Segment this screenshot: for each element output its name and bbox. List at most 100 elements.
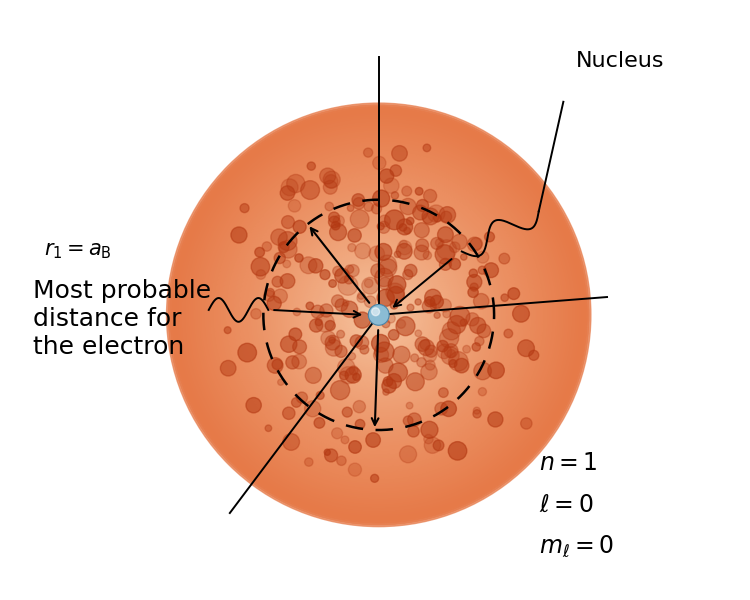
Circle shape	[373, 157, 386, 170]
Circle shape	[442, 322, 460, 340]
Circle shape	[241, 177, 517, 452]
Circle shape	[384, 178, 399, 193]
Circle shape	[378, 221, 390, 233]
Circle shape	[220, 361, 236, 376]
Circle shape	[398, 241, 412, 255]
Circle shape	[414, 223, 429, 238]
Circle shape	[424, 289, 441, 306]
Circle shape	[449, 359, 457, 367]
Circle shape	[366, 433, 380, 447]
Circle shape	[240, 203, 249, 212]
Circle shape	[375, 244, 392, 260]
Circle shape	[374, 342, 394, 361]
Circle shape	[380, 169, 394, 183]
Circle shape	[427, 205, 445, 222]
Circle shape	[396, 317, 415, 335]
Circle shape	[417, 358, 426, 367]
Circle shape	[350, 209, 369, 229]
Circle shape	[439, 388, 448, 397]
Circle shape	[360, 345, 369, 354]
Circle shape	[251, 188, 506, 442]
Circle shape	[447, 349, 455, 358]
Circle shape	[212, 149, 545, 481]
Circle shape	[437, 344, 452, 359]
Circle shape	[181, 117, 577, 512]
Circle shape	[347, 205, 354, 211]
Circle shape	[310, 246, 448, 383]
Circle shape	[202, 139, 556, 491]
Circle shape	[400, 446, 416, 463]
Circle shape	[229, 165, 529, 465]
Circle shape	[341, 301, 358, 317]
Circle shape	[232, 169, 526, 461]
Circle shape	[177, 113, 580, 516]
Circle shape	[422, 299, 436, 313]
Circle shape	[423, 251, 431, 260]
Circle shape	[286, 356, 299, 369]
Circle shape	[364, 202, 374, 211]
Circle shape	[246, 398, 261, 413]
Circle shape	[386, 283, 404, 302]
Circle shape	[348, 229, 361, 242]
Circle shape	[231, 227, 247, 243]
Circle shape	[176, 112, 582, 518]
Circle shape	[448, 352, 468, 371]
Circle shape	[315, 313, 334, 332]
Circle shape	[271, 229, 287, 245]
Circle shape	[364, 148, 373, 157]
Circle shape	[529, 350, 538, 361]
Circle shape	[323, 171, 340, 188]
Circle shape	[364, 301, 393, 329]
Circle shape	[390, 301, 398, 309]
Circle shape	[362, 277, 379, 294]
Circle shape	[449, 259, 460, 269]
Circle shape	[470, 238, 482, 250]
Circle shape	[274, 253, 285, 263]
Circle shape	[230, 167, 527, 463]
Circle shape	[361, 297, 397, 332]
Circle shape	[283, 407, 295, 419]
Circle shape	[246, 182, 512, 447]
Circle shape	[316, 391, 324, 400]
Circle shape	[460, 254, 467, 260]
Circle shape	[477, 251, 489, 263]
Circle shape	[421, 364, 437, 380]
Circle shape	[420, 340, 430, 350]
Circle shape	[423, 144, 430, 152]
Circle shape	[477, 324, 490, 338]
Circle shape	[278, 232, 297, 250]
Circle shape	[402, 186, 412, 196]
Circle shape	[304, 458, 313, 466]
Circle shape	[256, 193, 501, 437]
Circle shape	[356, 419, 364, 429]
Circle shape	[315, 319, 322, 326]
Circle shape	[375, 268, 393, 287]
Circle shape	[239, 175, 518, 454]
Circle shape	[363, 299, 394, 331]
Circle shape	[199, 135, 559, 495]
Circle shape	[301, 181, 320, 199]
Circle shape	[423, 349, 436, 362]
Circle shape	[337, 456, 346, 466]
Circle shape	[430, 295, 443, 308]
Circle shape	[290, 227, 467, 403]
Circle shape	[424, 296, 435, 307]
Circle shape	[439, 206, 455, 223]
Circle shape	[404, 227, 410, 234]
Circle shape	[385, 210, 404, 230]
Circle shape	[306, 302, 314, 310]
Circle shape	[308, 244, 449, 385]
Circle shape	[255, 247, 265, 257]
Circle shape	[368, 304, 389, 325]
Circle shape	[421, 421, 438, 438]
Text: $\ell = 0$: $\ell = 0$	[538, 493, 593, 517]
Circle shape	[296, 392, 307, 403]
Circle shape	[260, 197, 497, 433]
Circle shape	[353, 197, 364, 209]
Circle shape	[452, 234, 467, 250]
Circle shape	[378, 255, 397, 274]
Text: $n = 1$: $n = 1$	[538, 451, 598, 475]
Circle shape	[364, 279, 373, 287]
Circle shape	[323, 181, 338, 194]
Circle shape	[324, 449, 331, 455]
